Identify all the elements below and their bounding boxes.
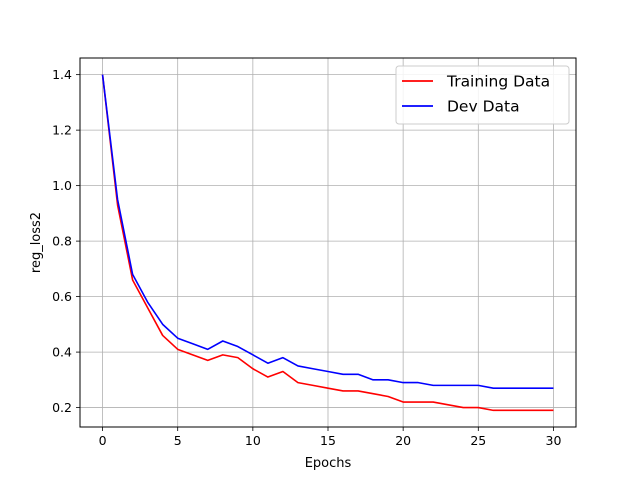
legend: Training Data Dev Data (395, 65, 570, 125)
y-tick-label: 0.6 (52, 289, 72, 304)
y-tick-label: 0.2 (52, 400, 72, 415)
grid (80, 58, 576, 427)
y-axis-title: reg_loss2 (29, 212, 44, 273)
legend-label: Training Data (446, 73, 550, 91)
legend-label: Dev Data (447, 98, 520, 116)
x-tick-label: 25 (470, 433, 486, 448)
series-line-dev-data (101, 74, 554, 389)
x-tick-label: 15 (320, 433, 336, 448)
x-tick-label: 5 (174, 433, 182, 448)
series-lines (101, 74, 554, 412)
x-tick-label: 10 (245, 433, 261, 448)
legend-box (395, 65, 570, 125)
x-tick-label: 30 (546, 433, 562, 448)
x-tick-label: 20 (395, 433, 411, 448)
y-tick-label: 0.8 (52, 234, 72, 249)
y-tick-label: 1.0 (52, 178, 72, 193)
x-axis: 0 5 10 15 20 25 30 (99, 427, 562, 448)
y-axis: 0.2 0.4 0.6 0.8 1.0 1.2 1.4 (52, 67, 80, 415)
y-tick-label: 1.4 (52, 67, 72, 82)
x-axis-title: Epochs (305, 456, 352, 471)
y-tick-label: 0.4 (52, 345, 72, 360)
y-tick-label: 1.2 (52, 123, 72, 138)
x-tick-label: 0 (99, 433, 107, 448)
series-line-training-data (101, 74, 554, 412)
